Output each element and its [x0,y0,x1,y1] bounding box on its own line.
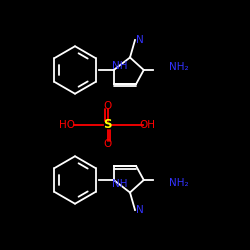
Text: O: O [104,101,112,111]
Text: NH₂: NH₂ [169,178,188,188]
Text: NH: NH [112,179,128,189]
Text: NH: NH [112,61,128,71]
Text: HO: HO [60,120,76,130]
Text: O: O [104,139,112,149]
Text: N: N [136,35,144,45]
Text: NH₂: NH₂ [169,62,188,72]
Text: OH: OH [140,120,156,130]
Text: S: S [103,118,112,132]
Text: N: N [136,205,144,215]
